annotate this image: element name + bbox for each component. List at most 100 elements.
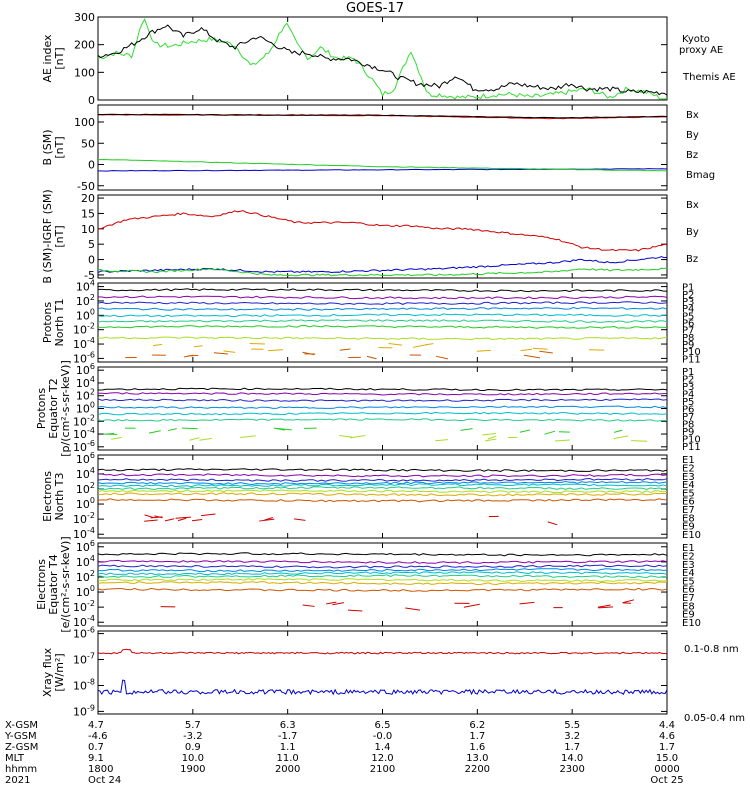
- legend-igrf-bx: Bx: [686, 200, 699, 211]
- channel-line: [97, 324, 668, 329]
- y-tick-label: 0: [88, 254, 95, 267]
- y-axis-label: [nT]: [53, 136, 66, 158]
- footer-row-label: hhmm: [5, 764, 37, 775]
- legend-xray-short: 0.05-0.4 nm: [684, 713, 745, 724]
- footer-cell: 1900: [180, 764, 205, 775]
- footer-cell: 2000: [275, 764, 300, 775]
- legend-themis-ae: Themis AE: [682, 72, 736, 83]
- channel-segment: [154, 515, 163, 519]
- footer-cell: -4.6: [88, 731, 108, 742]
- y-tick-label: 5: [88, 238, 95, 251]
- channel-line: [97, 468, 668, 473]
- channel-line: [97, 483, 668, 488]
- y-tick-label: 100: [76, 496, 95, 511]
- y-tick-label: 100: [76, 584, 95, 599]
- channel-label-e8: E8: [682, 601, 695, 612]
- channel-label-p4: P4: [682, 389, 694, 400]
- channel-line: [97, 480, 668, 486]
- channel-label-p4: P4: [682, 304, 694, 315]
- channel-label-e6: E6: [682, 497, 695, 508]
- channel-segment: [302, 604, 315, 607]
- channel-segment: [148, 430, 161, 434]
- footer-cell: 0.9: [185, 742, 201, 753]
- channel-label-p10: P10: [682, 347, 701, 358]
- channel-segment: [167, 428, 177, 432]
- y-axis-label: North T1: [53, 299, 66, 347]
- y-tick-label: 15: [81, 207, 95, 220]
- channel-segment: [105, 432, 115, 435]
- y-tick-label: 100: [74, 66, 95, 79]
- y-axis-label: Electrons: [35, 559, 48, 610]
- channel-segment: [519, 601, 535, 605]
- channel-segment: [326, 601, 337, 605]
- channel-segment: [554, 439, 570, 442]
- channel-segment: [264, 517, 273, 521]
- channel-segment: [144, 514, 154, 519]
- y-tick-label: 0: [88, 94, 95, 107]
- footer-cell: 1.1: [280, 742, 296, 753]
- channel-line: [97, 319, 668, 323]
- footer-cell: 2200: [465, 764, 490, 775]
- channel-line: [97, 398, 668, 403]
- channel-segment: [152, 343, 162, 347]
- series-line-themis-ae: [97, 24, 668, 96]
- legend-igrf-bz: Bz: [686, 254, 698, 265]
- channel-line: [97, 336, 668, 341]
- y-axis-label: Electrons: [41, 471, 54, 522]
- channel-label-e6: E6: [682, 585, 695, 596]
- y-tick-label: 10-4: [73, 336, 95, 351]
- y-tick-label: 100: [76, 307, 95, 322]
- channel-segment: [622, 599, 635, 604]
- legend-igrf-by: By: [686, 227, 699, 238]
- channel-label-e10: E10: [682, 530, 701, 541]
- channel-label-p3: P3: [682, 297, 694, 308]
- footer-cell: 13.0: [466, 753, 488, 764]
- channel-label-p1: P1: [682, 283, 694, 294]
- channel-label-p3: P3: [682, 382, 694, 393]
- y-tick-label: 10-6: [73, 439, 95, 454]
- channel-line: [98, 387, 668, 392]
- footer-cell: 5.7: [185, 720, 201, 731]
- footer-cell: 3.2: [564, 731, 580, 742]
- y-axis-label: [e/(cm²-s-sr-keV)]: [59, 536, 72, 632]
- channel-segment: [519, 429, 531, 433]
- channel-label-e9: E9: [682, 522, 695, 533]
- channel-segment: [424, 343, 434, 346]
- y-tick-label: 50: [81, 137, 95, 150]
- channel-line: [97, 564, 668, 569]
- panel-frame: [97, 630, 668, 715]
- channel-label-e7: E7: [682, 593, 695, 604]
- y-tick-label: 102: [76, 481, 95, 496]
- channel-label-e7: E7: [682, 505, 695, 516]
- channel-segment: [544, 430, 556, 435]
- legend-bsm-bz: Bz: [686, 150, 698, 161]
- channel-label-p5: P5: [682, 397, 694, 408]
- channel-line: [97, 578, 668, 582]
- footer-cell: 6.3: [280, 720, 296, 731]
- channel-label-p5: P5: [682, 311, 694, 322]
- footer-cell: 15.0: [656, 753, 678, 764]
- channel-segment: [332, 602, 345, 606]
- y-tick-label: 200: [74, 39, 95, 52]
- channel-line: [97, 492, 668, 497]
- footer-cell: 0.7: [88, 742, 104, 753]
- legend-xray-long: 0.1-0.8 nm: [684, 644, 739, 655]
- series-line-bz: [97, 210, 668, 252]
- channel-line: [97, 313, 668, 318]
- channel-line: [97, 587, 668, 592]
- footer-cell: 5.5: [564, 720, 580, 731]
- y-tick-label: 100: [74, 116, 95, 129]
- channel-line: [97, 411, 668, 416]
- footer-cell: 11.0: [277, 753, 299, 764]
- channel-label-p9: P9: [682, 427, 694, 438]
- channel-segment: [405, 607, 421, 611]
- channel-segment: [487, 435, 497, 440]
- channel-segment: [460, 428, 473, 431]
- panel-frame: [97, 282, 668, 363]
- footer-cell: 1.4: [375, 742, 391, 753]
- footer-cell: 4.7: [88, 720, 104, 731]
- channel-line: [97, 473, 668, 478]
- channel-label-e2: E2: [682, 551, 695, 562]
- footer-cell: 0000: [654, 764, 679, 775]
